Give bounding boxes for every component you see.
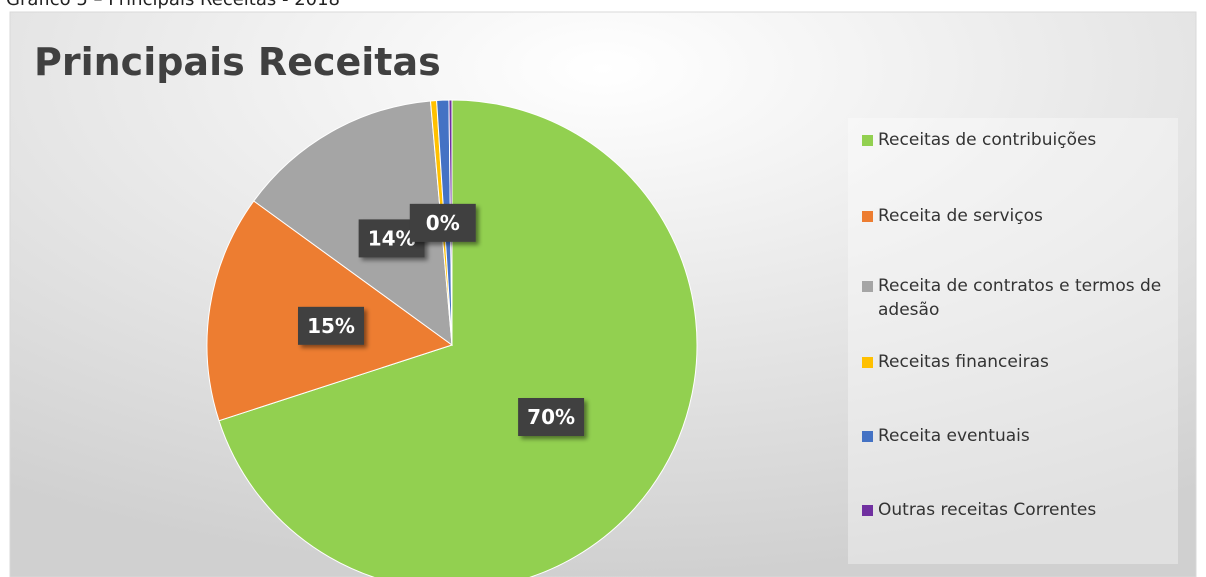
data-label: 14% (368, 226, 416, 250)
chart-title: Principais Receitas (34, 40, 441, 84)
legend-item: Receita eventuais (862, 424, 1178, 448)
legend-label: Outras receitas Correntes (878, 500, 1097, 520)
data-label-box (518, 398, 585, 437)
data-label: 0% (426, 211, 460, 235)
legend-swatch (862, 211, 873, 222)
caption: Gráfico 5 – Principais Receitas - 2018 (6, 0, 340, 10)
pie-slice (253, 100, 453, 347)
data-label: 15% (307, 314, 355, 338)
legend-box (848, 118, 1178, 564)
data-label: 70% (527, 405, 575, 429)
legend-label: Receita eventuais (878, 426, 1030, 446)
legend-item: Receitas de contribuições (862, 128, 1178, 152)
legend-label: Receitas financeiras (878, 352, 1049, 372)
legend-swatch (862, 281, 873, 292)
data-label-box (409, 203, 476, 242)
legend-item: Outras receitas Correntes (862, 498, 1178, 522)
legend-item: Receita de contratos e termos de adesão (862, 274, 1178, 322)
legend-swatch (862, 505, 873, 516)
legend-swatch (862, 431, 873, 442)
data-label-box (298, 306, 365, 345)
legend-label: Receita de contratos e termos de adesão (878, 276, 1162, 320)
legend-label: Receitas de contribuições (878, 130, 1097, 150)
legend-label: Receita de serviços (878, 206, 1043, 226)
legend-item: Receita de serviços (862, 204, 1178, 228)
legend: Receitas de contribuições Receita de serv… (862, 116, 1180, 564)
legend-swatch (862, 357, 873, 368)
legend-item: Receitas financeiras (862, 350, 1178, 374)
pie-slice (218, 99, 698, 577)
legend-swatch (862, 135, 873, 146)
pie-slice (448, 99, 453, 346)
